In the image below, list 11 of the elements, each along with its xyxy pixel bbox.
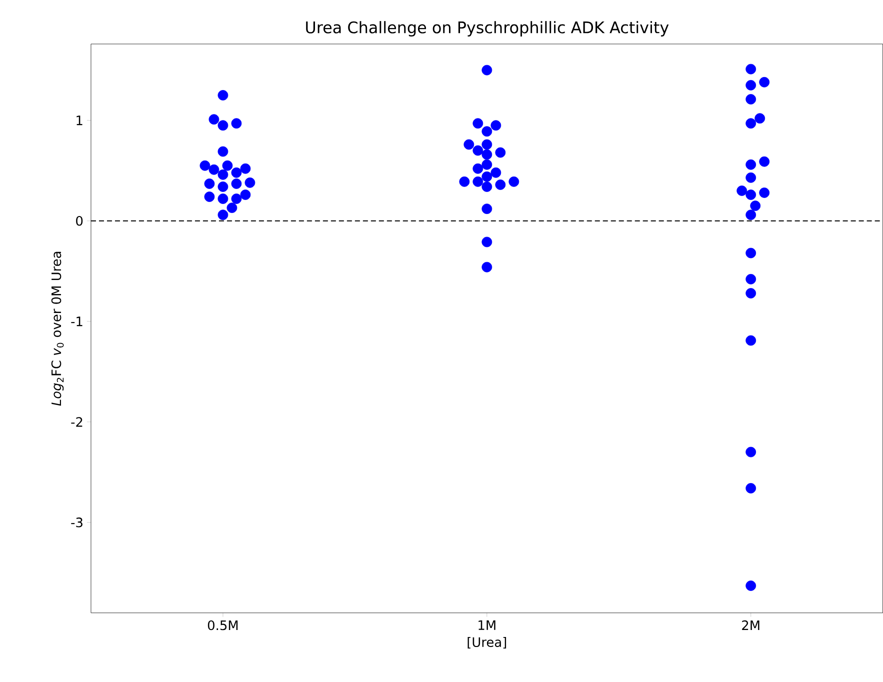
y-tick-label: -3 [71, 518, 82, 528]
x-axis-title: [Urea] [468, 637, 506, 649]
y-tick-label: 1 [76, 116, 82, 126]
y-tick-label: 0 [76, 216, 83, 226]
y-axis-title: Log$_{2}$FC v$_{0}$ over 0M Urea [51, 252, 64, 406]
chart-title: Urea Challenge on Pyschrophillic ADK Activity [306, 21, 669, 37]
x-tick-label: 2M [742, 620, 760, 630]
y-tick-label: -1 [71, 316, 82, 326]
x-tick-label: 0.5M [208, 620, 238, 630]
y-tick-label: -2 [71, 417, 82, 427]
x-tick-label: 1M [478, 620, 496, 630]
